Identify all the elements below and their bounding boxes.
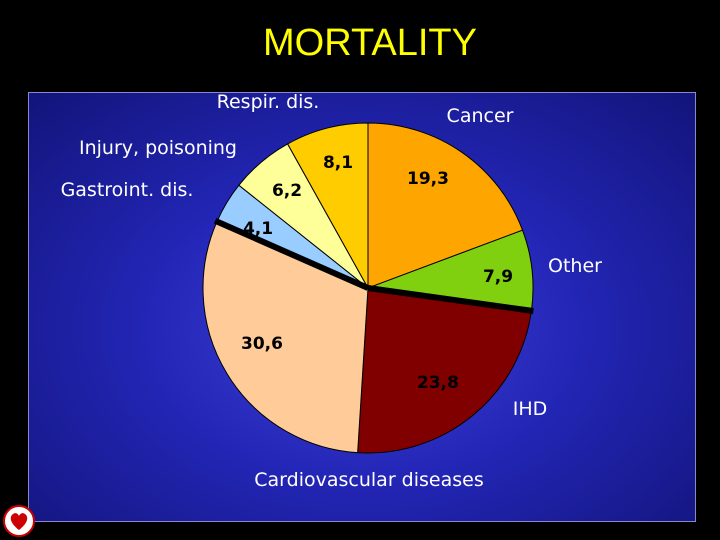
pie-slice-respir-dis — [286, 122, 369, 290]
category-label-cancer: Cancer — [447, 105, 514, 127]
value-label-other: 7,9 — [483, 267, 513, 287]
value-label-cardiovascular-diseases: 30,6 — [241, 334, 283, 354]
category-label-gastroint-dis: Gastroint. dis. — [61, 179, 194, 201]
category-label-injury-poisoning: Injury, poisoning — [79, 137, 237, 159]
heart-logo-icon — [3, 505, 35, 537]
value-label-cancer: 19,3 — [407, 169, 449, 189]
pie-slice-ihd — [357, 287, 532, 454]
category-label-cardiovascular-diseases: Cardiovascular diseases — [254, 469, 483, 491]
chart-title: MORTALITY — [263, 22, 477, 64]
category-label-other: Other — [548, 255, 602, 277]
value-label-respir-dis: 8,1 — [323, 153, 353, 173]
separator-line — [367, 285, 534, 314]
value-label-ihd: 23,8 — [417, 373, 459, 393]
value-label-gastroint-dis: 4,1 — [243, 219, 273, 239]
separator-line — [213, 217, 370, 291]
value-label-injury-poisoning: 6,2 — [272, 181, 302, 201]
pie-slice-cancer — [367, 122, 524, 289]
pie-slice-cardiovascular-diseases — [202, 220, 369, 454]
category-label-respir-dis: Respir. dis. — [217, 91, 320, 113]
category-label-ihd: IHD — [513, 398, 548, 420]
